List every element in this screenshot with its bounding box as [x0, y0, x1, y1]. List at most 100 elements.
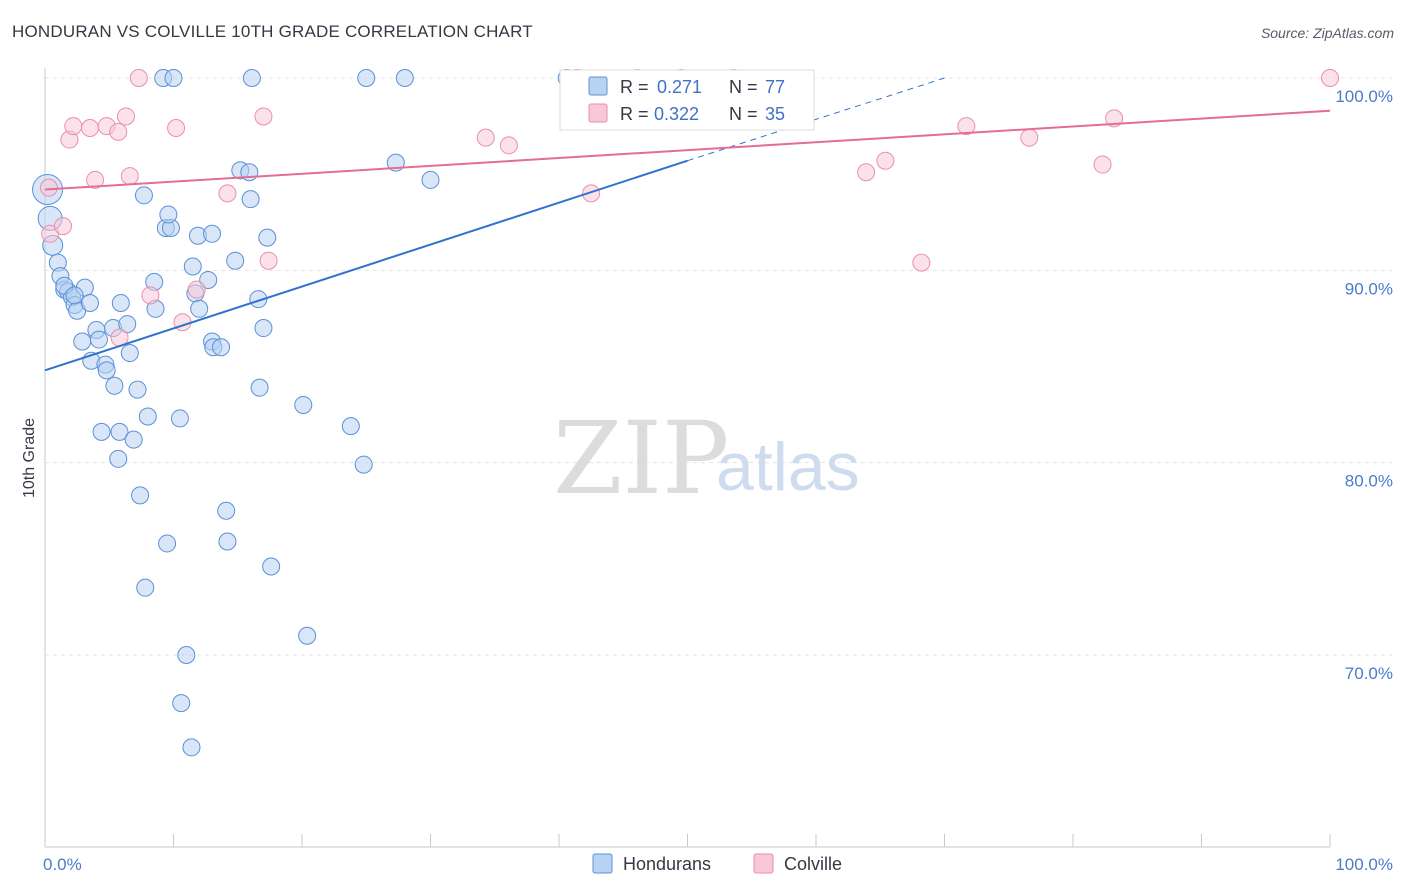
honduran-point [357, 69, 376, 87]
honduran-point [110, 422, 129, 441]
trend-lines [44, 77, 1331, 372]
colville-point [1093, 155, 1112, 174]
honduran-point [226, 251, 245, 270]
y-tick-label: 80.0% [1345, 472, 1393, 491]
y-tick-labels: 70.0% 80.0% 90.0% 100.0% [1335, 87, 1393, 683]
honduran-point [218, 532, 237, 551]
honduran-point [89, 330, 108, 349]
legend-r-label: R = [620, 77, 649, 97]
colville-point [86, 170, 105, 189]
honduran-point [164, 69, 183, 87]
honduran-point [203, 224, 222, 243]
colville-point [141, 286, 160, 305]
colville-point [1020, 128, 1039, 147]
honduran-point [298, 626, 317, 645]
colville-trend-line [44, 109, 1331, 191]
y-tick-label: 70.0% [1345, 664, 1393, 683]
colville-point [957, 117, 976, 136]
honduran-point [134, 186, 153, 205]
honduran-point [258, 228, 277, 247]
bottom-legend-swatch-blue [592, 853, 613, 874]
honduran-point [183, 257, 202, 276]
y-axis-label: 10th Grade [21, 418, 38, 498]
legend-n-value: 77 [765, 77, 785, 97]
colville-point [876, 151, 895, 170]
colville-point [167, 119, 186, 138]
colville-point [109, 122, 128, 141]
legend-box: R = 0.271 N = 77 R = 0.322 N = 35 [559, 69, 815, 131]
honduran-point [395, 69, 414, 87]
colville-point [1105, 109, 1124, 128]
legend-swatch-pink [588, 103, 608, 123]
colville-point [857, 163, 876, 182]
honduran-point [241, 190, 260, 209]
x-tick-label: 100.0% [1335, 855, 1393, 874]
honduran-point [182, 738, 201, 757]
chart-title: HONDURAN VS COLVILLE 10TH GRADE CORRELAT… [12, 22, 533, 41]
watermark-atlas: atlas [716, 429, 860, 505]
watermark: ZIP atlas [553, 400, 860, 517]
honduran-trend-line [44, 159, 688, 372]
honduran-point [136, 578, 155, 597]
honduran-point [73, 332, 92, 351]
honduran-point [217, 501, 236, 520]
honduran-point [80, 294, 99, 313]
honduran-point [111, 294, 130, 313]
honduran-point [118, 315, 137, 334]
honduran-point [159, 205, 178, 224]
honduran-point [354, 455, 373, 474]
honduran-point [250, 378, 269, 397]
honduran-point [341, 417, 360, 436]
colville-point [116, 107, 135, 126]
legend-n-value: 35 [765, 104, 785, 124]
honduran-point [177, 646, 196, 664]
x-tick-labels: 0.0% 100.0% [43, 855, 1393, 874]
colville-point [218, 184, 237, 203]
honduran-point [262, 557, 281, 576]
legend-n-label: N = [729, 104, 758, 124]
honduran-point [249, 290, 268, 309]
bottom-legend: Hondurans Colville [592, 853, 842, 874]
y-tick-label: 100.0% [1335, 87, 1393, 106]
gridlines [45, 77, 1392, 656]
colville-point [80, 119, 99, 138]
honduran-point [199, 270, 218, 289]
colville-point [120, 167, 139, 186]
x-ticks [44, 834, 1331, 847]
honduran-point [170, 409, 189, 428]
colville-point [254, 107, 273, 126]
honduran-point [109, 449, 128, 468]
honduran-point [120, 344, 139, 363]
honduran-point [421, 170, 440, 189]
honduran-point [138, 407, 157, 426]
colville-point [64, 117, 83, 136]
honduran-point [131, 486, 150, 505]
honduran-point [158, 534, 177, 553]
colville-point [53, 217, 72, 236]
honduran-point [242, 69, 261, 87]
honduran-point [254, 319, 273, 338]
honduran-point [97, 361, 116, 380]
x-tick-label: 0.0% [43, 855, 82, 874]
colville-point [582, 184, 601, 203]
legend-swatch-blue [588, 76, 608, 96]
bottom-legend-label-hondurans: Hondurans [623, 854, 711, 874]
honduran-point [124, 430, 143, 449]
colville-point [476, 128, 495, 147]
colville-point [1321, 69, 1339, 87]
colville-point [499, 136, 518, 155]
legend-r-value: 0.322 [654, 104, 699, 124]
bottom-legend-swatch-pink [753, 853, 774, 874]
honduran-point [190, 299, 209, 318]
honduran-point [294, 395, 313, 414]
colville-point [259, 251, 278, 270]
honduran-point [212, 338, 231, 357]
honduran-point [92, 422, 111, 441]
colville-point [187, 280, 206, 299]
legend-r-label: R = [620, 104, 649, 124]
colville-point [39, 178, 58, 197]
source-credit: Source: ZipAtlas.com [1260, 25, 1394, 41]
y-tick-label: 90.0% [1345, 279, 1393, 298]
colville-point [912, 253, 931, 272]
